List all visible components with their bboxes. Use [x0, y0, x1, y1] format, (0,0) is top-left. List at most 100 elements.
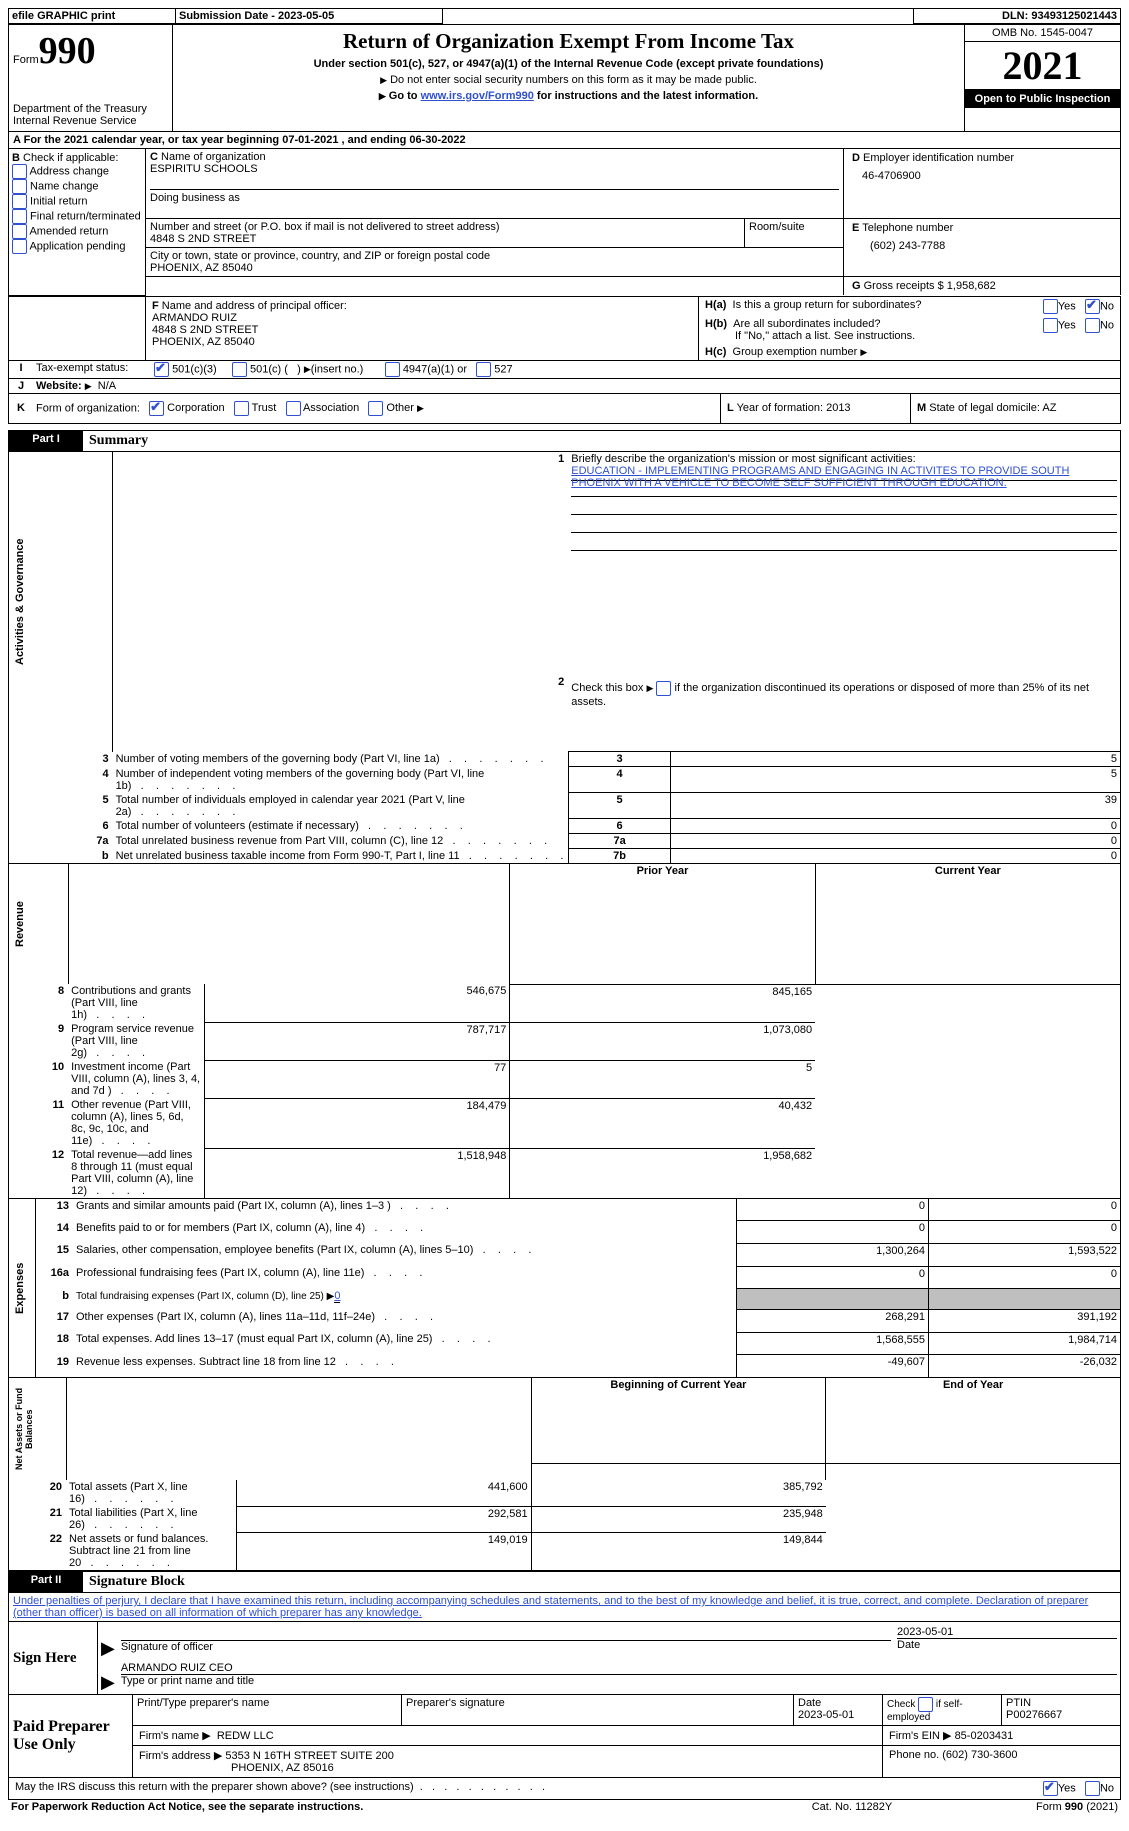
expense-row: 18Total expenses. Add lines 13–17 (must … [9, 1332, 1121, 1355]
ein-value: 46-4706900 [852, 170, 1112, 182]
b-item: Name change [12, 179, 142, 194]
efile-label: efile GRAPHIC print [12, 10, 115, 22]
preparer-block: Paid Preparer Use Only Print/Type prepar… [8, 1695, 1121, 1778]
b-checkbox[interactable] [12, 179, 27, 194]
expense-row: 19Revenue less expenses. Subtract line 1… [9, 1355, 1121, 1378]
irs-link[interactable]: www.irs.gov/Form990 [421, 90, 534, 102]
section-j: J Website: N/A [8, 379, 1121, 394]
page-footer: For Paperwork Reduction Act Notice, see … [8, 1800, 1121, 1814]
ein-label: Employer identification number [863, 152, 1014, 164]
netassets-row: 21Total liabilities (Part X, line 26) . … [9, 1506, 1121, 1532]
discuss-no-checkbox[interactable] [1085, 1781, 1100, 1796]
top-bar: efile GRAPHIC print Submission Date - 20… [8, 8, 1121, 24]
open-public: Open to Public Inspection [965, 90, 1120, 108]
ha-yes-checkbox[interactable] [1043, 299, 1058, 314]
b-item: Address change [12, 164, 142, 179]
netassets-row: 20Total assets (Part X, line 16) . . . .… [9, 1480, 1121, 1506]
b-checkbox[interactable] [12, 224, 27, 239]
b-item: Final return/terminated [12, 209, 142, 224]
k-checkbox[interactable] [368, 401, 383, 416]
firm-phone: (602) 730-3600 [942, 1749, 1017, 1761]
part2-tag: Part II [9, 1572, 84, 1593]
firm-addr1: 5353 N 16TH STREET SUITE 200 [225, 1750, 394, 1762]
firm-addr2: PHOENIX, AZ 85016 [139, 1762, 334, 1774]
begin-year-header: Beginning of Current Year [531, 1378, 826, 1464]
expense-row: bTotal fundraising expenses (Part IX, co… [9, 1289, 1121, 1310]
expense-row: 16aProfessional fundraising fees (Part I… [9, 1266, 1121, 1289]
street-address: 4848 S 2ND STREET [150, 233, 256, 245]
hb-yes-checkbox[interactable] [1043, 318, 1058, 333]
b-checkbox[interactable] [12, 194, 27, 209]
officer-label: Name and address of principal officer: [162, 300, 347, 312]
form-subtitle: Under section 501(c), 527, or 4947(a)(1)… [177, 58, 960, 70]
revenue-row: 9Program service revenue (Part VIII, lin… [9, 1022, 1121, 1060]
gov-row: bNet unrelated business taxable income f… [9, 849, 1121, 864]
sign-here-label: Sign Here [9, 1622, 98, 1695]
current-year-header: Current Year [815, 864, 1120, 984]
expenses-table: Expenses13Grants and similar amounts pai… [8, 1199, 1121, 1378]
cat-no: Cat. No. 11282Y [749, 1800, 955, 1814]
gov-row: 7aTotal unrelated business revenue from … [9, 834, 1121, 849]
501c-checkbox[interactable] [232, 362, 247, 377]
phone-value: (602) 243-7788 [852, 240, 1112, 252]
hb-note: If "No," attach a list. See instructions… [705, 330, 915, 342]
discuss-label: May the IRS discuss this return with the… [15, 1781, 414, 1793]
k-checkbox[interactable] [234, 401, 249, 416]
expense-row: 17Other expenses (Part IX, column (A), l… [9, 1310, 1121, 1333]
4947-checkbox[interactable] [385, 362, 400, 377]
ha-no-checkbox[interactable] [1085, 299, 1100, 314]
ssn-warning: Do not enter social security numbers on … [390, 74, 757, 86]
dba-label: Doing business as [150, 189, 839, 204]
info-grid: B Check if applicable: Address change Na… [8, 149, 1121, 296]
submission-date: Submission Date - 2023-05-05 [176, 9, 443, 24]
officer-name-title: ARMANDO RUIZ CEO [121, 1662, 1117, 1674]
self-employed-checkbox[interactable] [918, 1697, 933, 1712]
part2-title: Signature Block [83, 1572, 1121, 1593]
b-checkbox[interactable] [12, 209, 27, 224]
officer-addr2: PHOENIX, AZ 85040 [152, 336, 255, 348]
gross-value: 1,958,682 [947, 280, 996, 292]
sig-date-label: Date [897, 1638, 1117, 1651]
527-checkbox[interactable] [476, 362, 491, 377]
section-i: I Tax-exempt status: 501(c)(3) 501(c) ( … [8, 361, 1121, 379]
org-name: ESPIRITU SCHOOLS [150, 163, 258, 175]
k-checkbox[interactable] [286, 401, 301, 416]
section-klm: K Form of organization: Corporation Trus… [8, 394, 1121, 424]
addr-label: Number and street (or P.O. box if mail i… [150, 221, 500, 233]
paperwork-notice: For Paperwork Reduction Act Notice, see … [8, 1800, 749, 1814]
mission-text: EDUCATION - IMPLEMENTING PROGRAMS AND EN… [571, 465, 1069, 489]
rev-label: Revenue [12, 865, 28, 983]
prep-date: 2023-05-01 [798, 1709, 854, 1721]
k-checkbox[interactable] [149, 401, 164, 416]
discontinued-checkbox[interactable] [656, 681, 671, 696]
501c3-checkbox[interactable] [154, 362, 169, 377]
org-name-label: Name of organization [161, 151, 266, 163]
city-value: PHOENIX, AZ 85040 [150, 262, 253, 274]
ha-label: Is this a group return for subordinates? [733, 299, 922, 311]
sig-date: 2023-05-01 [897, 1626, 1117, 1638]
expense-row: 15Salaries, other compensation, employee… [9, 1243, 1121, 1266]
sign-here-block: Sign Here ▶ Signature of officer 2023-05… [8, 1622, 1121, 1695]
ptin: P00276667 [1006, 1709, 1062, 1721]
form-number: 990 [39, 30, 96, 72]
discuss-row: May the IRS discuss this return with the… [8, 1778, 1121, 1800]
b-checkbox[interactable] [12, 164, 27, 179]
penalty-text: Under penalties of perjury, I declare th… [13, 1595, 1088, 1619]
discuss-yes-checkbox[interactable] [1043, 1781, 1058, 1796]
revenue-row: 11Other revenue (Part VIII, column (A), … [9, 1098, 1121, 1148]
revenue-row: 10Investment income (Part VIII, column (… [9, 1060, 1121, 1098]
revenue-table: Revenue Prior Year Current Year 8Contrib… [8, 864, 1121, 1199]
netassets-row: 22Net assets or fund balances. Subtract … [9, 1532, 1121, 1571]
gov-row: 5Total number of individuals employed in… [9, 793, 1121, 819]
b-checkbox[interactable] [12, 239, 27, 254]
netassets-table: Net Assets or Fund Balances Beginning of… [8, 1378, 1121, 1571]
header-block: Form990 Department of the Treasury Inter… [8, 24, 1121, 132]
year-formation: 2013 [826, 402, 850, 414]
end-year-header: End of Year [826, 1378, 1121, 1464]
irs: Internal Revenue Service [13, 115, 168, 127]
line2-text: Check this box if the organization disco… [571, 682, 1089, 708]
gov-label: Activities & Governance [12, 453, 28, 751]
net-label: Net Assets or Fund Balances [12, 1379, 36, 1479]
exp-label: Expenses [12, 1200, 28, 1376]
hb-no-checkbox[interactable] [1085, 318, 1100, 333]
